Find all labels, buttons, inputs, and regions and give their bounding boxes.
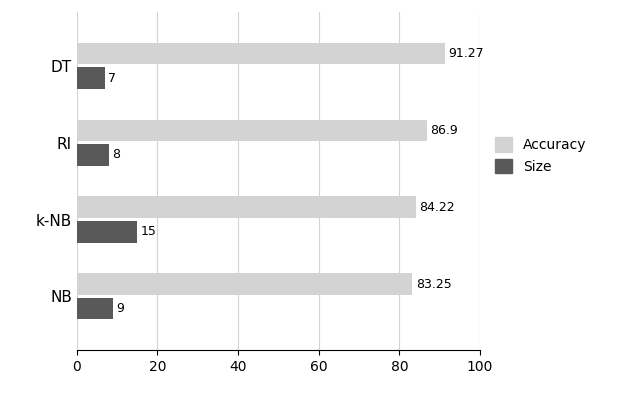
Text: 84.22: 84.22 [420, 201, 455, 214]
Bar [77, 43, 445, 64]
Bar [77, 67, 105, 89]
Text: 7: 7 [108, 72, 116, 84]
Text: 83.25: 83.25 [416, 278, 451, 291]
Bar [77, 144, 109, 166]
Bar [77, 298, 113, 320]
Text: 9: 9 [116, 302, 124, 315]
Bar [77, 119, 427, 141]
Text: 8: 8 [112, 148, 120, 162]
Text: 91.27: 91.27 [448, 47, 484, 60]
Bar [77, 197, 417, 218]
Text: 86.9: 86.9 [431, 124, 458, 137]
Bar [77, 221, 138, 243]
Bar [77, 273, 412, 295]
Text: 15: 15 [141, 225, 156, 238]
Legend: Accuracy, Size: Accuracy, Size [495, 137, 586, 174]
